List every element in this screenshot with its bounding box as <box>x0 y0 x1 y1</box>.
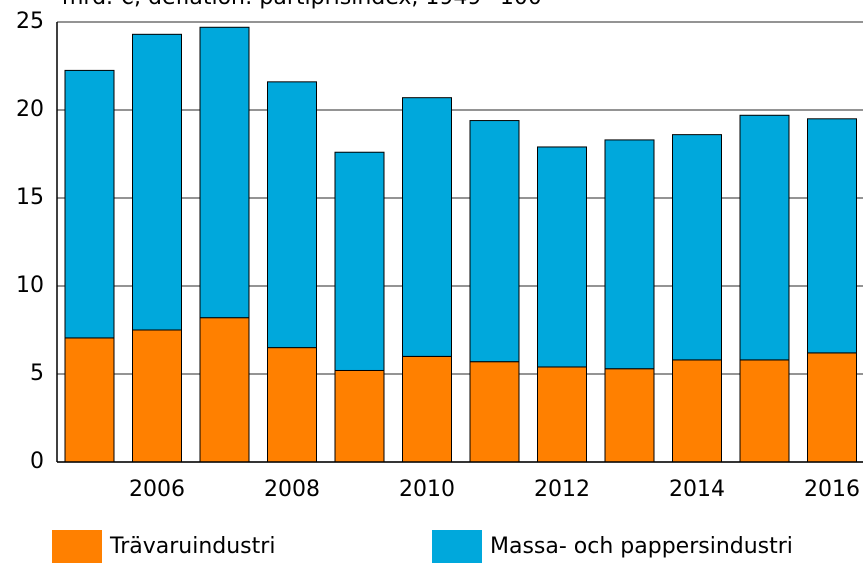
x-tick-label: 2006 <box>129 477 185 502</box>
x-tick-label: 2014 <box>669 477 725 502</box>
bar-segment <box>672 359 722 463</box>
x-tick-label: 2010 <box>399 477 455 502</box>
bar-segment <box>739 359 790 463</box>
y-tick-label: 20 <box>16 97 44 122</box>
bar-segment <box>334 151 385 371</box>
legend-label: Massa- och pappersindustri <box>490 534 793 559</box>
legend-swatch <box>432 530 482 563</box>
bar-segment <box>64 69 115 339</box>
y-tick-label: 15 <box>16 185 44 210</box>
bar-segment <box>469 361 520 463</box>
y-tick-label: 25 <box>16 9 44 34</box>
bar-segment <box>469 120 520 363</box>
bar-segment <box>739 114 790 361</box>
bar-segment <box>672 134 722 361</box>
bar-segment <box>402 97 452 357</box>
bar-segment <box>64 337 115 463</box>
bar-segment <box>267 347 317 463</box>
bar-segment <box>537 366 587 463</box>
x-tick-label: 2016 <box>804 477 860 502</box>
bar-segment <box>199 26 250 319</box>
bar-segment <box>807 352 857 463</box>
y-tick-label: 0 <box>30 449 44 474</box>
x-tick-label: 2008 <box>264 477 320 502</box>
bar-segment <box>807 118 857 354</box>
y-tick-label: 5 <box>30 361 44 386</box>
chart-subtitle: mrd. €, deflation: partiprisindex, 1949=… <box>62 0 542 10</box>
bar-segment <box>402 355 452 463</box>
bar-segment <box>267 81 317 349</box>
bar-segment <box>132 33 182 331</box>
x-tick-label: 2012 <box>534 477 590 502</box>
bar-segment <box>537 146 587 368</box>
bar-segment <box>334 369 385 463</box>
bar-segment <box>132 329 182 463</box>
legend-swatch <box>52 530 102 563</box>
legend-label: Trävaruindustri <box>109 534 275 559</box>
bar-segment <box>199 317 250 463</box>
bar-segment <box>604 368 655 463</box>
bar-segment <box>604 139 655 370</box>
y-tick-label: 10 <box>16 273 44 298</box>
